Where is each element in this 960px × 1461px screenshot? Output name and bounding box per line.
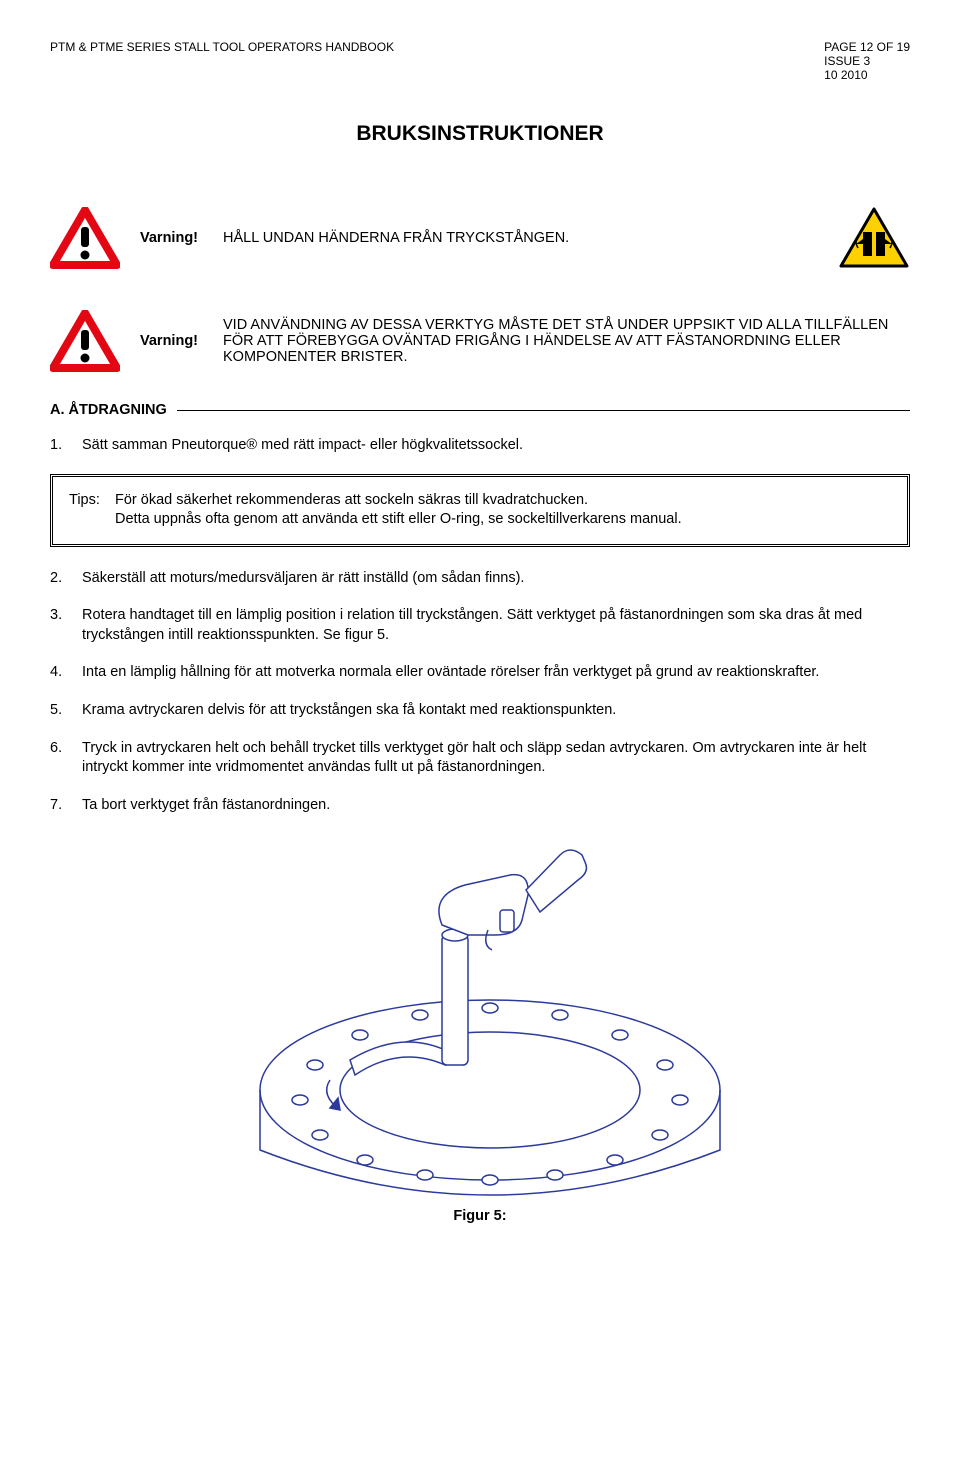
- warning-label-1: Varning!: [140, 230, 198, 246]
- section-a-heading: A. ÅTDRAGNING: [50, 402, 910, 418]
- list-item: 4. Inta en lämplig hållning för att motv…: [50, 663, 910, 683]
- list-item: 2. Säkerställ att moturs/medursväljaren …: [50, 569, 910, 589]
- list-item: 3. Rotera handtaget till en lämplig posi…: [50, 606, 910, 645]
- figure-caption: Figur 5:: [50, 1208, 910, 1224]
- warning-label-2: Varning!: [140, 333, 198, 349]
- step-text: Rotera handtaget till en lämplig positio…: [82, 606, 910, 645]
- pinch-hazard-icon: [838, 206, 910, 270]
- step-number: 6.: [50, 739, 82, 778]
- page-header: PTM & PTME SERIES STALL TOOL OPERATORS H…: [50, 40, 910, 82]
- header-page: PAGE 12 OF 19: [824, 40, 910, 54]
- list-item: 5. Krama avtryckaren delvis för att tryc…: [50, 701, 910, 721]
- warning-1-row: Varning! HÅLL UNDAN HÄNDERNA FRÅN TRYCKS…: [50, 206, 910, 270]
- step-number: 1.: [50, 436, 82, 456]
- tips-line-1: För ökad säkerhet rekommenderas att sock…: [115, 492, 588, 508]
- tips-label: Tips:: [69, 491, 115, 530]
- step-text: Krama avtryckaren delvis för att tryckst…: [82, 701, 910, 721]
- step-number: 2.: [50, 569, 82, 589]
- warning-icon: [50, 207, 120, 269]
- step-text: Sätt samman Pneutorque® med rätt impact-…: [82, 436, 910, 456]
- section-a-rule: [177, 410, 910, 411]
- step-number: 7.: [50, 796, 82, 816]
- warning-text-1: HÅLL UNDAN HÄNDERNA FRÅN TRYCKSTÅNGEN.: [223, 230, 569, 246]
- section-a-label: A. ÅTDRAGNING: [50, 402, 167, 418]
- header-date: 10 2010: [824, 68, 910, 82]
- step-text: Säkerställ att moturs/medursväljaren är …: [82, 569, 910, 589]
- warning-2-row: Varning! VID ANVÄNDNING AV DESSA VERKTYG…: [50, 310, 910, 372]
- figure-5: Figur 5:: [50, 840, 910, 1224]
- step-text: Tryck in avtryckaren helt och behåll try…: [82, 739, 910, 778]
- tips-box: Tips: För ökad säkerhet rekommenderas at…: [50, 474, 910, 547]
- warning-text-2: VID ANVÄNDNING AV DESSA VERKTYG MÅSTE DE…: [223, 317, 910, 365]
- step-list: 1. Sätt samman Pneutorque® med rätt impa…: [50, 436, 910, 456]
- tips-line-2: Detta uppnås ofta genom att använda ett …: [115, 511, 682, 527]
- step-number: 4.: [50, 663, 82, 683]
- list-item: 6. Tryck in avtryckaren helt och behåll …: [50, 739, 910, 778]
- step-text: Inta en lämplig hållning för att motverk…: [82, 663, 910, 683]
- step-number: 3.: [50, 606, 82, 645]
- step-number: 5.: [50, 701, 82, 721]
- step-list-cont: 2. Säkerställ att moturs/medursväljaren …: [50, 569, 910, 816]
- header-left: PTM & PTME SERIES STALL TOOL OPERATORS H…: [50, 40, 394, 82]
- list-item: 7. Ta bort verktyget från fästanordninge…: [50, 796, 910, 816]
- header-right: PAGE 12 OF 19 ISSUE 3 10 2010: [824, 40, 910, 82]
- main-title: BRUKSINSTRUKTIONER: [50, 122, 910, 146]
- list-item: 1. Sätt samman Pneutorque® med rätt impa…: [50, 436, 910, 456]
- header-issue: ISSUE 3: [824, 54, 910, 68]
- warning-icon: [50, 310, 120, 372]
- step-text: Ta bort verktyget från fästanordningen.: [82, 796, 910, 816]
- figure-5-illustration: [230, 840, 730, 1200]
